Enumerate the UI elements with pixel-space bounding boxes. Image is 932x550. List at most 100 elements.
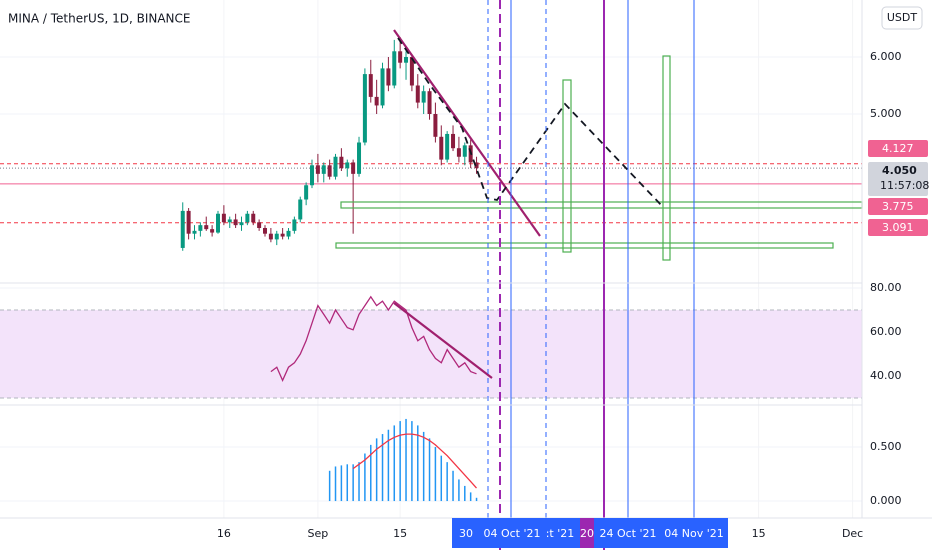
y-tick-label: 40.00 (870, 369, 902, 382)
histogram-bar (346, 464, 349, 502)
candle-body (362, 74, 367, 143)
candle-body (268, 233, 273, 240)
histogram-bar (469, 492, 472, 502)
x-range-label: 24 Oct '21 (599, 527, 656, 540)
candle-body (286, 230, 291, 237)
candle-body (409, 56, 414, 86)
candle-body (462, 145, 467, 157)
histogram-bar (340, 465, 343, 502)
price-badge (868, 198, 928, 215)
y-tick-label: 0.500 (870, 440, 902, 453)
candle-body (310, 165, 315, 186)
candle-body (304, 185, 309, 200)
marks-layer (180, 37, 479, 502)
overlay-layer: 16 Sep 15 15 Dec 30 04 Oct '21:t '21 20 24 Oct '… (217, 50, 930, 540)
candle-body (239, 222, 244, 226)
histogram-bar (352, 464, 354, 502)
rsi-line (270, 295, 477, 383)
histogram-bar (440, 455, 443, 502)
candle-body (374, 96, 379, 106)
candle-body (398, 51, 403, 63)
histogram-bar (370, 444, 372, 502)
zone-rect (335, 242, 834, 249)
candle-body (474, 162, 479, 169)
histogram-bar (458, 479, 460, 502)
candle-body (427, 91, 432, 114)
x-range-label: 30 (459, 527, 473, 540)
histogram-bar (381, 434, 384, 502)
x-range-label: :t '21 (546, 527, 575, 540)
candle-body (315, 165, 320, 174)
price-badge (868, 219, 928, 236)
candle-body (451, 133, 456, 149)
candle-body (298, 199, 303, 220)
price-badge-label: 3.775 (882, 200, 914, 213)
x-range-label: 04 Oct '21 (483, 527, 540, 540)
candle-body (251, 213, 256, 223)
currency-label[interactable]: USDT (887, 11, 918, 24)
y-tick-label: 5.000 (870, 107, 902, 120)
histogram-bar (364, 453, 366, 502)
histogram-bar (358, 462, 360, 502)
candle-body (292, 219, 297, 231)
projection-path (397, 37, 664, 208)
y-tick-label: 0.000 (870, 494, 902, 507)
candle-body (280, 233, 285, 237)
x-tick-label: 16 (217, 527, 231, 540)
candle-body (368, 74, 373, 97)
candle-body (274, 233, 279, 240)
histogram-bar (387, 429, 390, 502)
currency-button[interactable] (881, 6, 923, 30)
candle-body (433, 113, 438, 137)
candle-body (210, 229, 215, 233)
countdown-label: 11:57:08 (880, 179, 929, 192)
price-badge-label: 3.091 (882, 221, 914, 234)
candle-body (456, 148, 461, 157)
candle-body (339, 156, 344, 169)
rsi-trend-line (393, 302, 493, 379)
candle-body (345, 162, 350, 169)
histogram-bar (411, 421, 413, 502)
candle-body (180, 210, 185, 248)
histogram-bar (405, 418, 407, 502)
histogram-bar (422, 431, 425, 502)
y-tick-label: 80.00 (870, 281, 902, 294)
histogram-bar (434, 447, 437, 502)
histogram-bar (428, 438, 431, 502)
candle-body (257, 222, 262, 228)
candle-body (415, 85, 420, 103)
under-layer (0, 0, 862, 518)
trend-line (393, 29, 541, 237)
price-badge (868, 140, 928, 157)
histogram-bar (375, 438, 378, 502)
price-badge-label: 4.127 (882, 142, 914, 155)
x-range-label: 04 Nov '21 (664, 527, 723, 540)
histogram-bar (393, 425, 396, 502)
histogram-bar (399, 421, 401, 502)
candle-body (439, 136, 444, 160)
candle-body (357, 142, 362, 174)
x-range-label: 20 (580, 527, 594, 540)
price-badge (868, 162, 928, 196)
price-badge-label: 4.050 (882, 164, 917, 177)
candle-body (380, 68, 385, 106)
histogram-bar (464, 485, 466, 502)
candle-body (321, 165, 326, 174)
candle-body (221, 213, 226, 223)
x-tick-label: Dec (842, 527, 863, 540)
candle-body (192, 230, 197, 234)
histogram-bar (328, 470, 331, 502)
zone-rect (562, 79, 572, 253)
candle-body (186, 210, 191, 234)
y-tick-label: 6.000 (870, 50, 902, 63)
candle-body (386, 68, 391, 86)
drawings (335, 0, 863, 550)
histogram-bar (475, 497, 478, 502)
candle-body (204, 225, 209, 230)
x-tick-label: 15 (752, 527, 766, 540)
histogram-bar (446, 462, 448, 502)
candle-body (245, 213, 250, 223)
x-tick-label: Sep (308, 527, 329, 540)
candle-body (421, 91, 426, 103)
